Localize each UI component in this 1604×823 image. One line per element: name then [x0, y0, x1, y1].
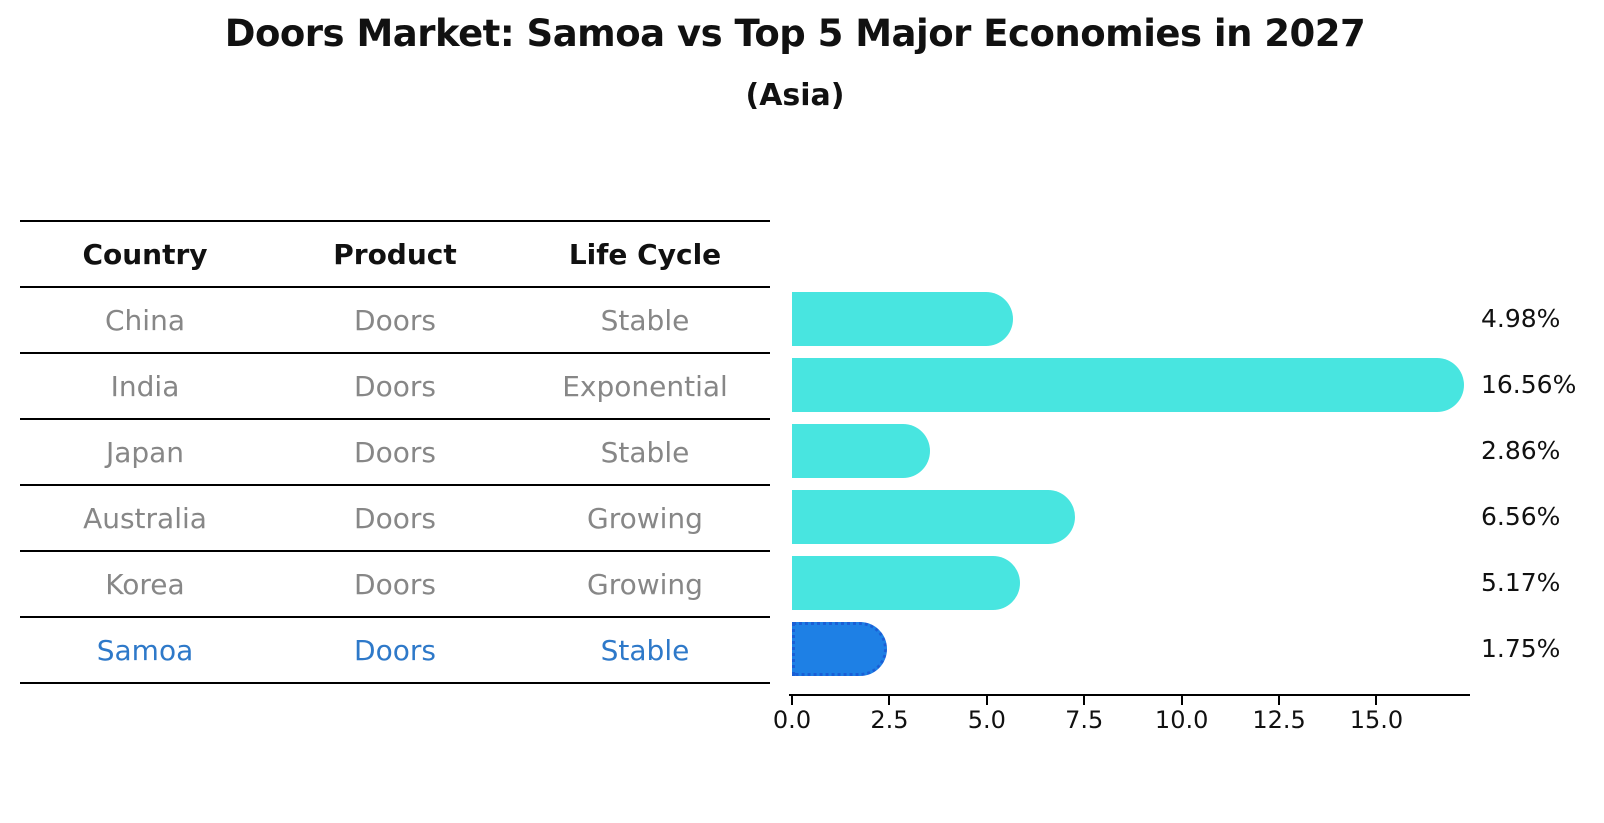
table-row: China Doors Stable [20, 288, 770, 354]
table-header-cell: Country [82, 237, 208, 271]
bar [792, 556, 1020, 610]
table-row: Japan Doors Stable [20, 420, 770, 486]
table-cell-country: Samoa [96, 633, 194, 667]
highlight-bar [792, 622, 887, 676]
chart-title: Doors Market: Samoa vs Top 5 Major Econo… [224, 12, 1366, 55]
table-cell-life-cycle: Exponential [562, 369, 728, 403]
bar-value-label: 4.98% [1481, 304, 1561, 333]
x-tick-label: 15.0 [1349, 706, 1404, 734]
bar-value-label: 16.56% [1481, 370, 1577, 399]
x-tick-mark [1375, 696, 1378, 705]
table-cell-country: Korea [105, 567, 185, 601]
table-cell-country: Australia [83, 501, 207, 535]
table-row: Samoa Doors Stable [20, 618, 770, 684]
table-row: Korea Doors Growing [20, 552, 770, 618]
table-row: India Doors Exponential [20, 354, 770, 420]
bar-plot-area [792, 286, 1470, 682]
x-tick-mark [1083, 696, 1086, 705]
table-cell-product: Doors [354, 369, 436, 403]
value-label-column: 4.98% 16.56% 2.86% 6.56% 5.17% 1.75% [1481, 286, 1601, 682]
bar-value-label: 5.17% [1481, 568, 1561, 597]
table-header-cell: Product [333, 237, 457, 271]
x-tick-label: 12.5 [1252, 706, 1306, 734]
bar-value-label: 2.86% [1481, 436, 1561, 465]
bar-row [792, 616, 1470, 682]
table-cell-product: Doors [354, 303, 436, 337]
table-cell-country: Japan [105, 435, 185, 469]
bar-value-label: 1.75% [1481, 634, 1561, 663]
bar-row [792, 352, 1470, 418]
bar [792, 490, 1075, 544]
table-cell-life-cycle: Stable [600, 633, 690, 667]
x-tick-label: 7.5 [1065, 706, 1104, 734]
bar-row [792, 484, 1470, 550]
table-header-cell: Life Cycle [568, 237, 722, 271]
bar-row [792, 286, 1470, 352]
x-tick-label: 10.0 [1154, 706, 1209, 734]
x-axis-line [789, 694, 1470, 696]
table-cell-life-cycle: Growing [587, 567, 703, 601]
x-tick-label: 2.5 [870, 706, 909, 734]
x-tick-mark [1278, 696, 1281, 705]
table-row: Australia Doors Growing [20, 486, 770, 552]
x-tick-mark [985, 696, 988, 705]
table-body: China Doors Stable India Doors Exponential Jap… [20, 288, 770, 684]
table-header-row: Country Product Life Cycle [20, 222, 770, 288]
bar [792, 424, 930, 478]
table-cell-product: Doors [354, 567, 436, 601]
table-cell-life-cycle: Growing [587, 501, 703, 535]
bar-row [792, 418, 1470, 484]
table-cell-country: India [110, 369, 180, 403]
x-tick-mark [888, 696, 891, 705]
bar-value-label: 6.56% [1481, 502, 1561, 531]
bar [792, 358, 1464, 412]
x-tick-label: 5.0 [967, 706, 1006, 734]
table-cell-product: Doors [354, 501, 436, 535]
bar-row [792, 550, 1470, 616]
data-table: Country Product Life Cycle China Doors Stabl… [20, 220, 770, 684]
table-cell-product: Doors [354, 435, 436, 469]
x-tick-label: 0.0 [772, 706, 812, 734]
x-tick-mark [1180, 696, 1183, 705]
table-cell-life-cycle: Stable [600, 303, 690, 337]
bar [792, 292, 1013, 346]
table-cell-life-cycle: Stable [600, 435, 690, 469]
chart-subtitle: (Asia) [745, 78, 845, 113]
table-cell-country: China [105, 303, 185, 337]
table-cell-product: Doors [354, 633, 436, 667]
x-tick-mark [791, 696, 793, 705]
